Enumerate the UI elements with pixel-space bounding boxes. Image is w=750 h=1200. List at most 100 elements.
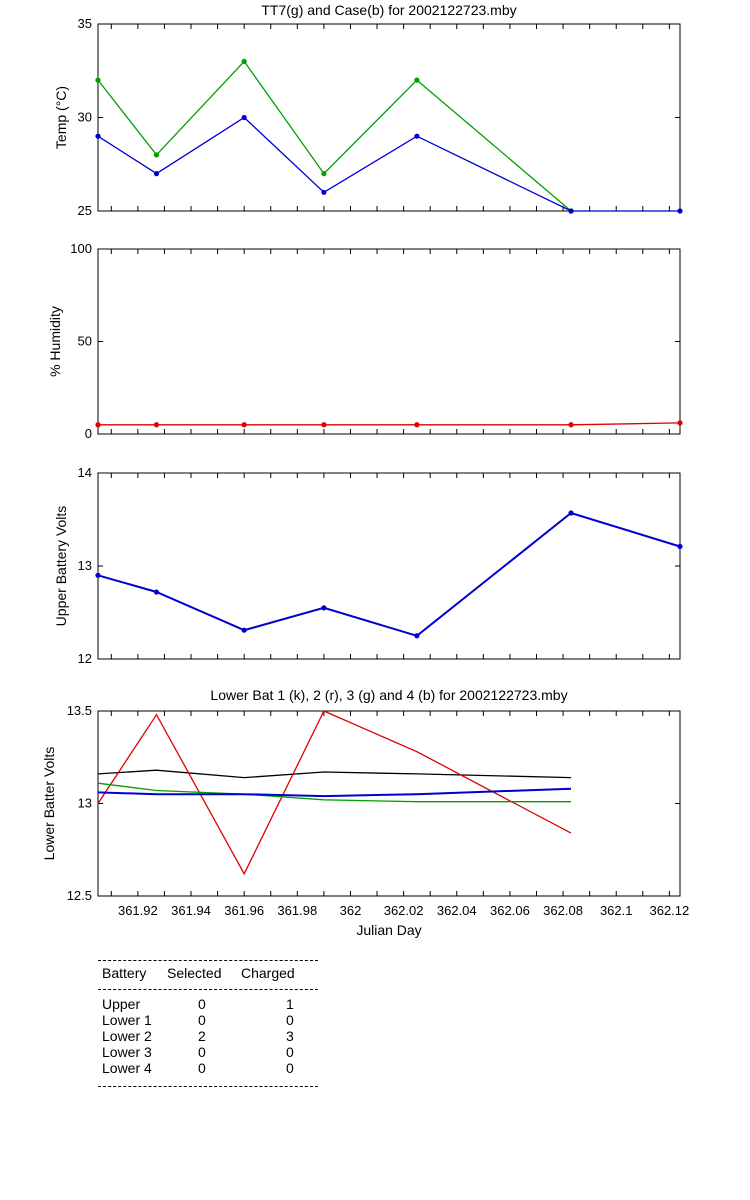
- series-line: [97, 511, 681, 637]
- x-tick-label: 362.04: [437, 903, 477, 918]
- series-line: [97, 60, 572, 212]
- data-point: [677, 420, 683, 426]
- y-axis-label: Temp (°C): [53, 86, 69, 149]
- chart-panel-1: 25 30 35 TT7(g) and Case(b) for 2002122723.…: [53, 2, 683, 218]
- table-row: Upper 0 1: [98, 996, 318, 1012]
- chart-panel-2: 0 50 100 % Humidity: [47, 241, 683, 441]
- charged-value: 0: [286, 1044, 294, 1060]
- charged-value: 1: [286, 996, 294, 1012]
- y-tick-label: 14: [78, 465, 92, 480]
- y-tick-label: 30: [78, 110, 92, 125]
- y-tick-label: 12.5: [67, 888, 92, 903]
- data-point: [568, 208, 574, 214]
- header-selected: Selected: [167, 965, 222, 981]
- data-point: [153, 171, 160, 177]
- table-row: Lower 3 0 0: [98, 1044, 318, 1060]
- data-point: [95, 572, 101, 578]
- y-axis-label: % Humidity: [47, 306, 63, 377]
- series-line: [97, 782, 571, 803]
- x-tick-label: 361.94: [171, 903, 211, 918]
- chart-panel-4: 12.5 13 13.5 361.92 361.94 361.96 361.98 362 362…: [41, 687, 689, 938]
- table-row: Lower 1 0 0: [98, 1012, 318, 1028]
- plot-frame: [97, 472, 681, 660]
- plot-frame: [97, 23, 681, 212]
- chart-figure: 25 30 35 TT7(g) and Case(b) for 2002122723.…: [41, 2, 689, 938]
- selected-value: 0: [198, 996, 206, 1012]
- charged-value: 0: [286, 1012, 294, 1028]
- battery-name: Lower 1: [102, 1012, 152, 1028]
- x-tick-label: 362: [340, 903, 362, 918]
- battery-name: Lower 2: [102, 1028, 152, 1044]
- data-point: [241, 114, 247, 121]
- data-point: [241, 422, 247, 428]
- selected-value: 0: [198, 1012, 206, 1028]
- y-tick-label: 13.5: [67, 703, 92, 718]
- data-point: [414, 422, 420, 428]
- y-tick-label: 12: [78, 651, 92, 666]
- x-tick-label: 362.12: [649, 903, 689, 918]
- y-tick-label: 0: [85, 426, 92, 441]
- y-tick-label: 13: [78, 558, 92, 573]
- data-point: [568, 510, 574, 516]
- plot-frame: [97, 248, 681, 435]
- data-point: [414, 633, 420, 639]
- x-tick-label: 361.98: [277, 903, 317, 918]
- data-point: [677, 208, 683, 214]
- data-point: [95, 77, 101, 83]
- x-tick-label: 361.96: [224, 903, 264, 918]
- charged-value: 3: [286, 1028, 294, 1044]
- battery-table: Battery Selected Charged Upper 0 1 Lower…: [98, 960, 318, 1087]
- data-point: [568, 422, 574, 428]
- battery-name: Lower 3: [102, 1044, 152, 1060]
- y-tick-label: 13: [78, 796, 92, 811]
- series-line: [97, 769, 572, 779]
- data-point: [321, 422, 327, 428]
- data-point: [321, 171, 327, 177]
- x-axis-label: Julian Day: [356, 922, 421, 938]
- series-line: [97, 787, 572, 798]
- data-point: [414, 77, 420, 83]
- y-tick-label: 25: [78, 203, 92, 218]
- data-point: [153, 422, 160, 428]
- battery-name: Upper: [102, 996, 141, 1012]
- table-divider-header: [98, 989, 318, 990]
- series-line: [97, 116, 680, 212]
- table-row: Lower 4 0 0: [98, 1060, 318, 1076]
- series-line: [97, 710, 572, 876]
- y-tick-label: 35: [78, 16, 92, 31]
- x-tick-label: 362.02: [384, 903, 424, 918]
- table-row: Lower 2 2 3: [98, 1028, 318, 1044]
- selected-value: 2: [198, 1028, 206, 1044]
- data-point: [153, 589, 160, 595]
- table-header-row: Battery Selected Charged: [98, 965, 318, 981]
- x-tick-label: 362.06: [490, 903, 530, 918]
- data-point: [153, 152, 160, 158]
- table-divider-top: [98, 960, 318, 961]
- header-battery: Battery: [102, 965, 147, 981]
- data-point: [677, 543, 683, 550]
- x-tick-label: 361.92: [118, 903, 158, 918]
- y-axis-label: Upper Battery Volts: [53, 506, 69, 627]
- selected-value: 0: [198, 1044, 206, 1060]
- data-point: [241, 627, 247, 633]
- chart-title: TT7(g) and Case(b) for 2002122723.mby: [261, 2, 516, 18]
- y-tick-label: 100: [70, 241, 92, 256]
- chart-panel-3: 12 13 14 Upper Battery Volts: [53, 465, 683, 666]
- data-point: [95, 422, 101, 428]
- selected-value: 0: [198, 1060, 206, 1076]
- data-point: [321, 189, 327, 195]
- battery-name: Lower 4: [102, 1060, 152, 1076]
- y-axis-label: Lower Batter Volts: [41, 747, 57, 861]
- table-divider-bottom: [98, 1086, 318, 1087]
- y-tick-label: 50: [78, 334, 92, 349]
- header-charged: Charged: [241, 965, 295, 981]
- data-point: [95, 133, 101, 139]
- plot-frame: [97, 710, 681, 897]
- data-point: [241, 58, 247, 64]
- data-point: [321, 605, 327, 611]
- series-line: [98, 422, 681, 426]
- charged-value: 0: [286, 1060, 294, 1076]
- chart-title: Lower Bat 1 (k), 2 (r), 3 (g) and 4 (b) …: [210, 687, 567, 703]
- data-point: [414, 133, 420, 139]
- x-tick-label: 362.08: [543, 903, 583, 918]
